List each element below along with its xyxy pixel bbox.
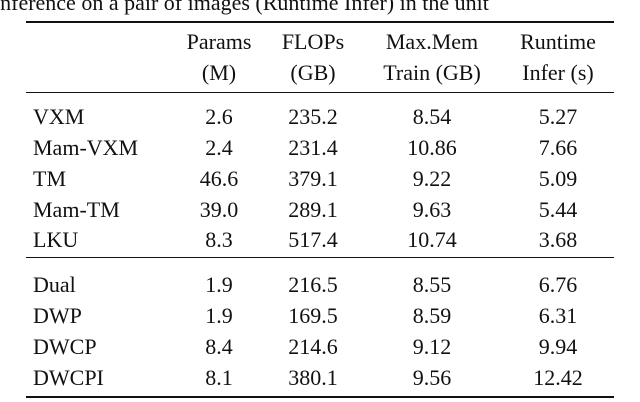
header-rule [26,92,614,93]
row-label: DWP [33,303,82,328]
header-cell: Max.Mem [385,29,479,54]
cell: 12.42 [533,365,583,390]
header-cell: Infer (s) [522,60,594,85]
cell: 10.86 [407,135,457,160]
bottom-rule [26,396,614,398]
cell: 5.27 [538,104,578,129]
cell: 214.6 [288,334,338,359]
cell: 39.0 [199,197,239,222]
cell: 2.4 [205,135,233,160]
group-rule [26,257,614,258]
cell: 46.6 [199,166,239,191]
header-cell: Train (GB) [383,60,481,85]
cell: 9.94 [538,334,578,359]
header-cell: (M) [201,60,237,85]
cell: 6.76 [538,272,578,297]
cell: 9.12 [412,334,452,359]
cell: 517.4 [288,227,338,252]
row-label: DWCP [33,334,97,359]
cell: 380.1 [288,365,338,390]
cell: 9.22 [412,166,452,191]
cell: 379.1 [288,166,338,191]
caption: inference on a pair of images (Runtime I… [0,0,489,15]
row-label: Mam-VXM [33,135,139,160]
cell: 8.1 [205,365,233,390]
cell: 8.3 [205,227,233,252]
cell: 3.68 [538,227,578,252]
cell: 216.5 [288,272,338,297]
cell: 8.4 [205,334,233,359]
cell: 9.56 [412,365,452,390]
cell: 8.54 [412,104,452,129]
header-cell: FLOPs [281,29,345,54]
row-label: Mam-TM [33,197,120,222]
cell: 9.63 [412,197,452,222]
row-label: Dual [33,272,76,297]
cell: 235.2 [288,104,338,129]
header-cell: Runtime [520,29,596,54]
cell: 5.44 [538,197,578,222]
cell: 10.74 [407,227,457,252]
cell: 8.55 [412,272,452,297]
cell: 1.9 [205,303,233,328]
cell: 5.09 [538,166,578,191]
header-cell: (GB) [290,60,336,85]
row-label: DWCPI [33,365,104,390]
cell: 1.9 [205,272,233,297]
row-label: VXM [33,104,85,129]
header-cell: Params [186,29,252,54]
row-label: LKU [33,227,79,252]
cell: 7.66 [538,135,578,160]
cell: 2.6 [205,104,233,129]
cell: 6.31 [538,303,578,328]
cell: 169.5 [288,303,338,328]
cell: 8.59 [412,303,452,328]
cell: 231.4 [288,135,338,160]
top-rule [26,21,614,23]
row-label: TM [33,166,66,191]
cell: 289.1 [288,197,338,222]
